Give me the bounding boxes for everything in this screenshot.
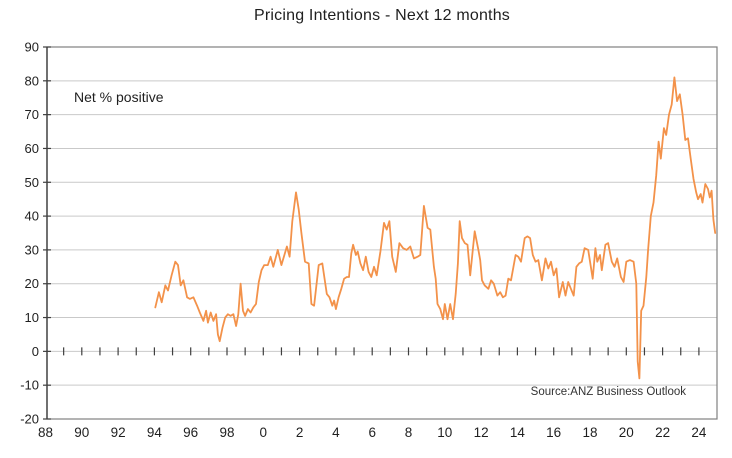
chart-title: Pricing Intentions - Next 12 months [253, 7, 510, 24]
net-positive-annotation: Net % positive [74, 89, 164, 105]
x-axis-label-10: 10 [437, 425, 452, 440]
y-axis-label-10: 10 [25, 310, 39, 325]
x-axis-label-88: 88 [38, 425, 53, 440]
x-axis-label-24: 24 [691, 425, 707, 440]
x-axis-label-22: 22 [655, 425, 670, 440]
x-axis-label-0: 0 [260, 425, 268, 440]
x-axis-label-4: 4 [332, 425, 340, 440]
x-axis-label-2: 2 [296, 425, 304, 440]
y-axis-label-30: 30 [25, 242, 39, 257]
y-axis-label-90: 90 [25, 40, 39, 55]
y-axis-label-50: 50 [25, 175, 39, 190]
x-axis-label-98: 98 [219, 425, 234, 440]
source-note: Source:ANZ Business Outlook [530, 386, 686, 398]
y-axis-label-20: 20 [25, 276, 39, 291]
y-axis-label--10: -10 [20, 378, 39, 393]
x-axis-label-90: 90 [74, 425, 89, 440]
x-axis-label-12: 12 [474, 425, 489, 440]
x-axis-label-20: 20 [619, 425, 634, 440]
x-axis-label-92: 92 [111, 425, 126, 440]
data-line-pricing-intentions [154, 76, 717, 380]
x-axis-label-8: 8 [405, 425, 413, 440]
y-axis-label-60: 60 [25, 141, 39, 156]
y-axis-label-70: 70 [25, 107, 39, 122]
y-axis-label-40: 40 [25, 209, 39, 224]
x-axis-label-16: 16 [546, 425, 561, 440]
x-axis-label-18: 18 [582, 425, 597, 440]
x-axis-label-94: 94 [147, 425, 163, 440]
x-axis-label-96: 96 [183, 425, 198, 440]
y-axis-label-0: 0 [32, 344, 39, 359]
x-axis-label-6: 6 [368, 425, 376, 440]
y-axis-label-80: 80 [25, 73, 39, 88]
y-axis-label--20: -20 [20, 412, 39, 427]
x-axis-label-14: 14 [510, 425, 526, 440]
